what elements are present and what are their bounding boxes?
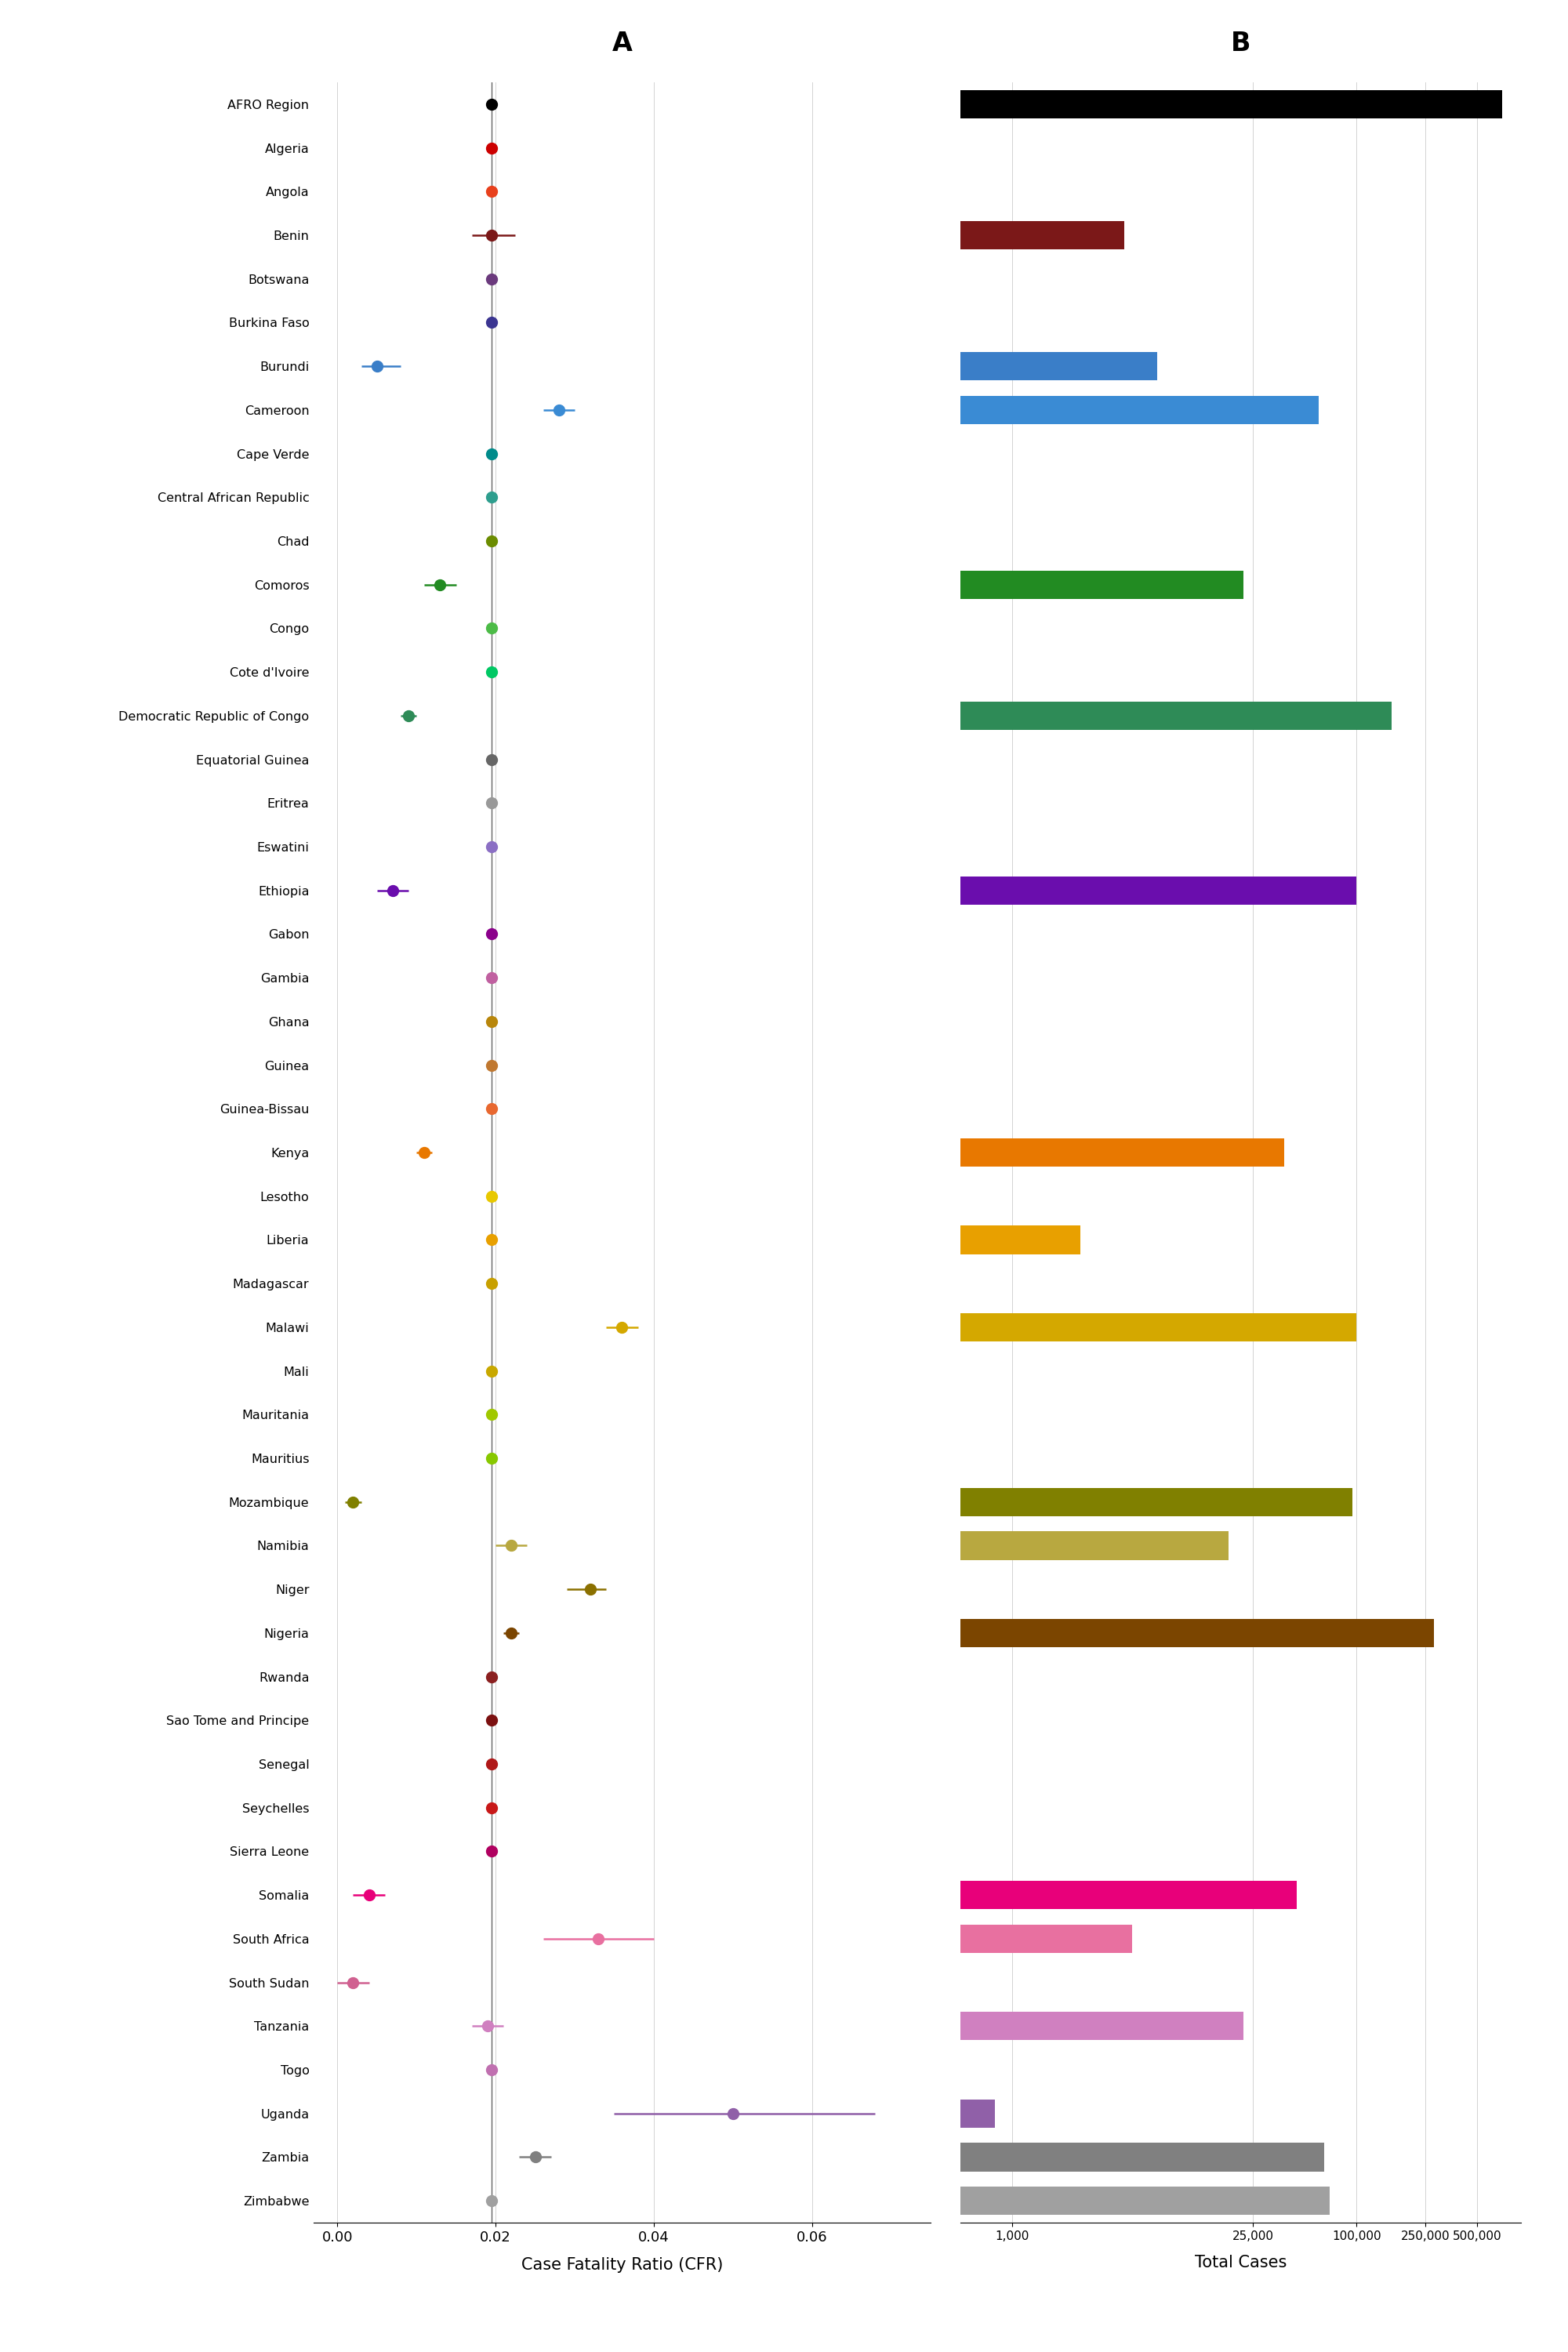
Bar bbox=[0, 1138, 1284, 1167]
Bar bbox=[0, 1531, 1228, 1559]
Bar bbox=[0, 877, 1356, 906]
X-axis label: Total Cases: Total Cases bbox=[1195, 2256, 1286, 2270]
Bar bbox=[0, 2100, 996, 2129]
Bar bbox=[0, 2011, 1243, 2039]
Bar bbox=[0, 89, 1502, 118]
X-axis label: Case Fatality Ratio (CFR): Case Fatality Ratio (CFR) bbox=[521, 2258, 723, 2272]
Bar bbox=[0, 1312, 1356, 1341]
Bar bbox=[0, 1618, 1433, 1646]
Bar bbox=[0, 2143, 1325, 2171]
Bar bbox=[0, 221, 1124, 249]
Bar bbox=[0, 395, 1319, 423]
Bar bbox=[0, 1489, 1353, 1517]
Bar bbox=[0, 572, 1243, 600]
Bar bbox=[0, 701, 1392, 729]
Bar bbox=[0, 353, 1157, 381]
Text: A: A bbox=[612, 31, 632, 56]
Bar bbox=[0, 2187, 1330, 2216]
Bar bbox=[0, 1924, 1132, 1952]
Text: B: B bbox=[1231, 31, 1251, 56]
Bar bbox=[0, 1225, 1080, 1254]
Bar bbox=[0, 1882, 1297, 1910]
